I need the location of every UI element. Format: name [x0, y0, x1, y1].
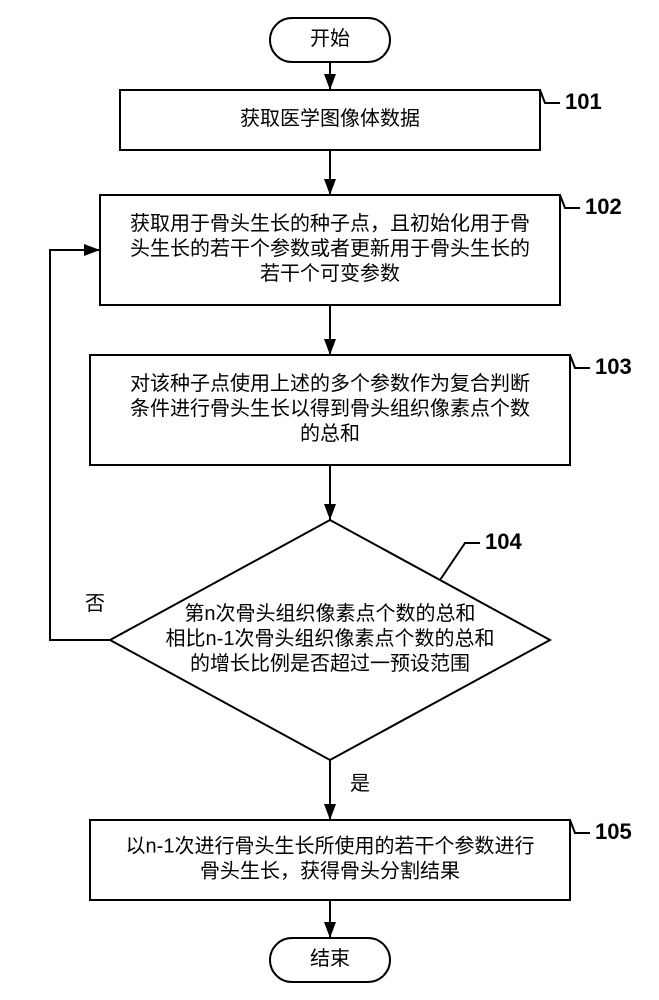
flowchart-canvas: 开始获取医学图像体数据101获取用于骨头生长的种子点，且初始化用于骨头生长的若干…: [0, 0, 659, 1000]
step-label-102: 102: [585, 194, 622, 219]
step-label-104: 104: [485, 529, 522, 554]
step-label-101: 101: [565, 89, 602, 114]
svg-text:获取医学图像体数据: 获取医学图像体数据: [240, 107, 420, 130]
svg-text:结束: 结束: [310, 947, 350, 970]
edge-label-no: 否: [85, 593, 105, 615]
step-label-103: 103: [595, 354, 632, 379]
svg-text:第n次骨头组织像素点个数的总和相比n-1次骨头组织像素点个数: 第n次骨头组织像素点个数的总和相比n-1次骨头组织像素点个数的总和的增长比例是否…: [166, 602, 495, 675]
edge-label-yes: 是: [350, 773, 370, 795]
svg-text:开始: 开始: [310, 27, 350, 50]
step-label-105: 105: [595, 819, 632, 844]
